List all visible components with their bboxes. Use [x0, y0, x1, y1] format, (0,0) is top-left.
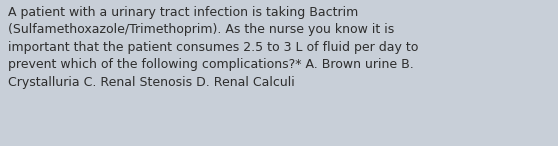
Text: A patient with a urinary tract infection is taking Bactrim
(Sulfamethoxazole/Tri: A patient with a urinary tract infection…	[8, 6, 418, 89]
